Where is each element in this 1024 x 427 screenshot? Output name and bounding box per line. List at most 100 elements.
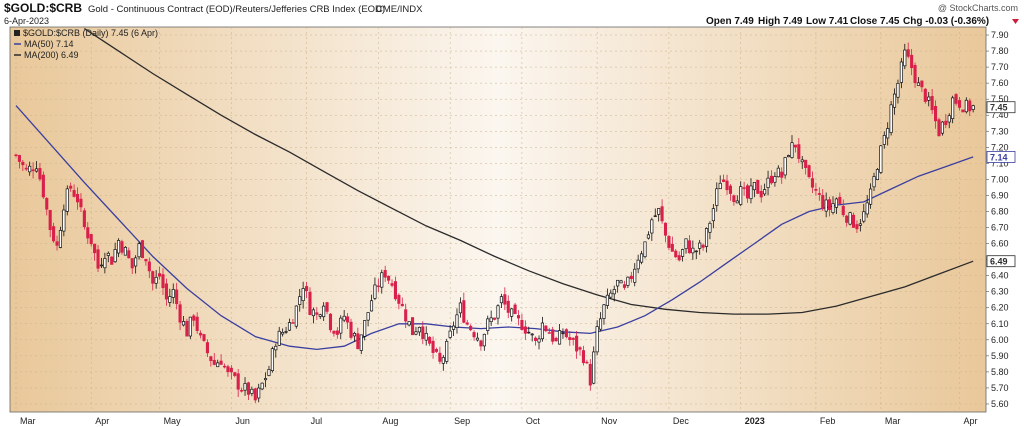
candle-body: [34, 168, 39, 172]
candle-body: [763, 189, 767, 195]
candle-body: [554, 337, 558, 342]
candle-body: [482, 333, 486, 347]
candle-body: [205, 342, 209, 354]
y-tick-label: 6.70: [991, 223, 1009, 233]
candle-body: [305, 286, 309, 292]
candle-body: [260, 382, 264, 390]
candle-body: [240, 390, 244, 392]
candle-body: [855, 224, 859, 230]
candle-body: [212, 359, 216, 365]
candle-body: [516, 315, 521, 319]
candle-body: [910, 54, 914, 69]
candle-body: [646, 234, 650, 239]
candle-body: [127, 250, 131, 259]
candle-body: [178, 304, 182, 323]
candle-body: [605, 294, 609, 306]
y-tick-label: 6.80: [991, 206, 1009, 216]
low-value: Low 7.41: [806, 16, 849, 27]
candle-body: [301, 288, 305, 302]
candle-body: [339, 317, 343, 334]
candle-body: [766, 177, 770, 189]
candle-body: [404, 309, 408, 322]
candle-body: [814, 188, 818, 191]
candle-body: [687, 240, 691, 254]
candle-body: [964, 99, 968, 113]
candle-body: [694, 250, 698, 253]
candle-body: [968, 100, 972, 112]
candle-body: [445, 340, 449, 362]
candle-body: [616, 279, 620, 287]
y-tick-label: 5.90: [991, 351, 1009, 361]
candle-body: [407, 321, 411, 326]
y-tick-label: 6.20: [991, 303, 1009, 313]
candle-body: [510, 308, 514, 317]
candle-body: [144, 258, 148, 262]
chart-exchange: CME/INDX: [376, 4, 423, 15]
candle-body: [841, 205, 845, 216]
candle-body: [523, 326, 527, 334]
value-badge: [986, 101, 1016, 114]
candle-body: [229, 367, 233, 373]
candle-body: [581, 350, 586, 364]
y-tick-label: 7.40: [991, 110, 1009, 120]
candle-body: [14, 154, 18, 156]
candle-body: [602, 304, 606, 319]
candle-body: [277, 330, 281, 346]
candle-body: [708, 222, 712, 233]
candle-body: [246, 382, 251, 395]
x-axis: Mar Apr May Jun Jul Aug Sep Oct Nov Dec 2023 Feb Mar…: [20, 416, 978, 426]
candle-body: [106, 252, 110, 256]
x-tick-label: Sep: [454, 416, 470, 426]
candle-body: [828, 199, 832, 211]
candle-body: [745, 185, 750, 199]
candle-body: [489, 317, 493, 323]
y-tick-label: 7.70: [991, 62, 1009, 72]
value-badge: [986, 151, 1016, 163]
candle-body: [428, 336, 432, 344]
candle-body: [875, 169, 879, 180]
chart-description: Gold - Continuous Contract (EOD)/Reuters…: [88, 4, 385, 15]
candle-body: [322, 305, 326, 318]
value-badge-text: 7.14: [990, 152, 1008, 162]
candle-body: [903, 49, 907, 67]
candle-body: [99, 264, 104, 267]
x-tick-label: Jul: [311, 416, 323, 426]
candle-body: [599, 318, 603, 330]
candle-body: [626, 276, 630, 286]
candle-body: [547, 332, 551, 334]
candle-body: [824, 199, 828, 212]
candle-body: [499, 296, 503, 304]
candle-body: [759, 190, 763, 198]
candle-body: [804, 159, 808, 168]
candle-body: [452, 325, 456, 330]
x-tick-label: Jun: [235, 416, 250, 426]
candle-body: [957, 100, 962, 108]
x-tick-label: Nov: [601, 416, 618, 426]
candle-body: [253, 388, 257, 401]
last-value-badges: 7.45 7.14 6.49: [986, 101, 1016, 268]
candle-body: [390, 283, 394, 286]
high-value: High 7.49: [758, 16, 803, 27]
y-tick-label: 6.60: [991, 239, 1009, 249]
candle-body: [55, 241, 59, 246]
candle-body: [147, 261, 151, 272]
candle-body: [496, 305, 500, 319]
candle-body: [140, 240, 145, 259]
candle-body: [72, 190, 76, 197]
candle-body: [363, 320, 367, 337]
candle-body: [267, 369, 271, 376]
candle-body: [359, 334, 363, 351]
candle-body: [417, 326, 421, 333]
candle-body: [657, 208, 661, 215]
candle-body: [821, 195, 825, 210]
candle-body: [472, 332, 476, 338]
x-tick-label: Mar: [885, 416, 901, 426]
candle-body: [797, 144, 801, 159]
candle-body: [810, 178, 815, 188]
candle-body: [940, 121, 944, 134]
candle-body: [756, 179, 760, 194]
y-tick-label: 6.10: [991, 319, 1009, 329]
chart-date: 6-Apr-2023: [4, 16, 49, 26]
candle-body: [879, 145, 883, 173]
